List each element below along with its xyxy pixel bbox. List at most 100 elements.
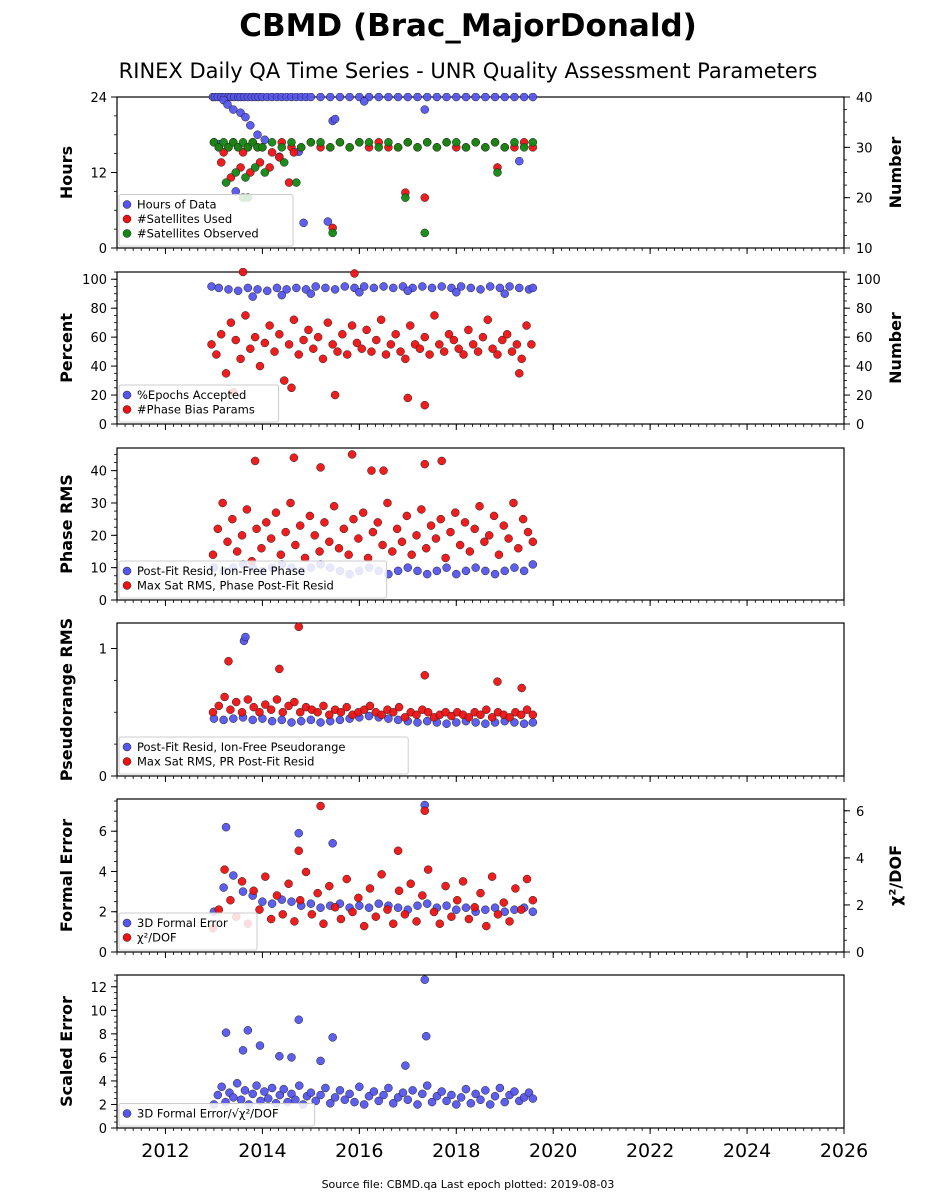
data-point [422,716,432,726]
data-point [524,1088,534,1097]
data-point [318,354,328,364]
data-point [307,910,317,919]
data-point [490,1091,500,1101]
data-point [294,1081,304,1090]
data-point [357,344,367,353]
legend-marker [122,200,132,209]
data-point [426,521,436,530]
data-point [289,148,299,157]
data-point [413,1100,422,1109]
legend-label: Hours of Data [137,198,217,212]
data-point [287,1053,296,1062]
y2-tick-label: 10 [856,242,873,257]
data-point [328,228,337,238]
data-point [218,498,227,508]
data-point [313,708,322,717]
data-point [381,350,391,359]
data-point [321,1083,330,1093]
y-axis-label: Pseudorange RMS [57,618,76,781]
data-point [249,886,258,896]
data-point [294,828,303,838]
data-point [316,463,325,472]
figure-title: CBMD (Brac_MajorDonald) [239,8,697,44]
data-point [374,143,383,152]
data-point [229,714,238,723]
data-point [494,550,504,559]
data-point [456,1093,466,1102]
data-point [224,285,233,294]
data-point [224,657,233,666]
data-point [352,338,362,348]
data-point [516,710,526,720]
x-tick-label: 2026 [820,1140,868,1162]
data-point [334,544,344,553]
data-point [228,514,237,524]
data-point [478,332,488,342]
data-point [384,93,393,102]
data-point [464,325,473,335]
data-point [431,534,441,543]
data-point [294,1015,303,1024]
data-point [328,340,337,349]
data-point [493,677,502,686]
data-point [447,912,456,921]
data-point [328,1033,337,1042]
data-point [402,511,412,521]
data-point [311,282,320,291]
y2-tick-label: 30 [856,141,873,156]
y-tick-label: 60 [90,331,107,346]
y2-axis-label: Number [886,137,905,209]
data-point [461,1084,471,1094]
data-point [388,547,397,556]
data-point [232,547,242,556]
data-point [267,899,277,908]
data-point [260,1087,269,1096]
data-point [435,340,444,349]
data-point [452,895,462,905]
data-point [442,901,451,910]
data-point [522,705,532,714]
data-point [284,879,293,888]
legend-marker [122,566,132,576]
data-point [490,569,500,579]
data-point [221,178,231,187]
legend-marker [122,918,132,928]
y-tick-label: 80 [90,302,107,317]
data-point [442,1096,451,1106]
data-point [233,286,243,296]
y-tick-label: 0 [99,946,107,961]
data-point [379,466,388,475]
legend-box [118,1103,316,1127]
data-point [509,498,518,508]
data-point [326,1099,335,1108]
data-point [330,114,340,124]
data-point [481,1086,490,1095]
data-point [277,290,287,300]
legend-marker [122,757,132,766]
data-point [464,914,474,924]
legend-label: Post-Fit Resid, Ion-Free Pseudorange [137,740,345,754]
data-point [510,93,519,102]
data-point [335,93,345,102]
data-point [261,872,270,881]
data-point [246,121,255,130]
data-point [295,521,305,530]
data-point [421,1031,431,1041]
data-point [476,1095,485,1105]
data-point [289,453,299,462]
data-point [348,907,357,917]
series-blue [209,975,538,1109]
data-point [427,283,437,293]
data-point [436,514,446,524]
data-point [505,282,514,291]
data-point [500,143,509,152]
data-point [500,566,509,576]
y-tick-label: 40 [90,360,107,375]
data-point [420,671,430,680]
data-point [383,498,392,508]
y2-tick-label: 4 [856,852,864,867]
data-point [415,344,425,353]
data-point [522,874,532,884]
data-point [294,846,303,856]
